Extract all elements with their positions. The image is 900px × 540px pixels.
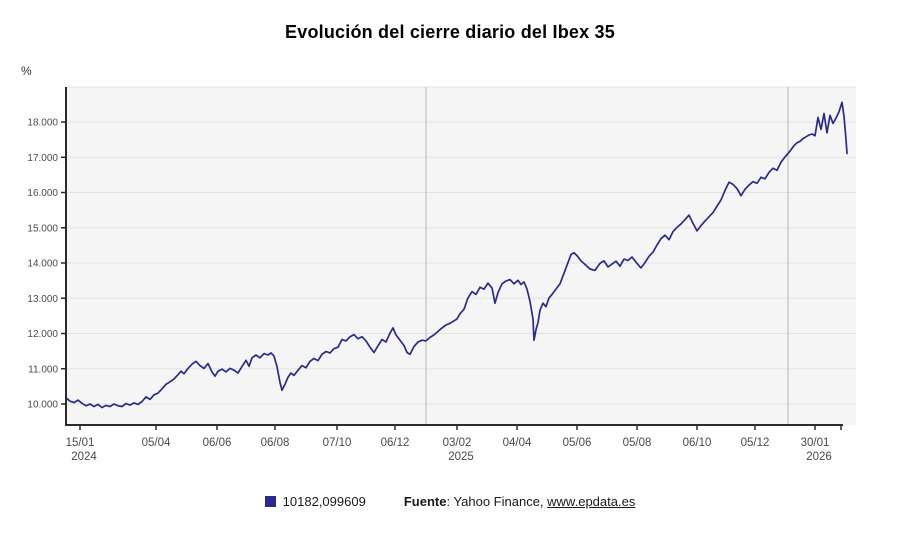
y-tick-label: 17.000 [27,153,58,164]
x-tick-year-label: 2025 [448,451,474,463]
x-tick-label: 05/08 [623,437,652,449]
y-tick-label: 15.000 [27,223,58,234]
y-tick-label: 16.000 [27,188,58,199]
legend-value: 10182,099609 [282,494,366,509]
x-tick-label: 06/12 [381,437,410,449]
x-tick-label: 06/06 [203,437,232,449]
chart-title: Evolución del cierre diario del Ibex 35 [285,22,615,42]
x-tick-label: 05/06 [563,437,592,449]
x-tick-label: 07/10 [323,437,352,449]
source-label: Fuente [403,494,447,509]
source-line: Fuente: Yahoo Finance, www.epdata.es [404,494,636,509]
y-tick-label: 11.000 [28,364,58,375]
y-tick-label: 10.000 [27,400,58,411]
y-tick-label: 18.000 [27,118,58,129]
x-tick-label: 04/04 [503,437,532,449]
y-tick-label: 12.000 [27,329,58,340]
x-tick-label: 06/08 [261,437,290,449]
x-tick-label: 30/01 [801,437,830,449]
y-tick-label: 14.000 [27,259,58,270]
source-link[interactable]: www.epdata.es [547,494,636,509]
x-tick-label: 03/02 [443,437,472,449]
line-chart-canvas: 10.000 11.000 12.000 13.000 14.000 15.000 16.0… [27,86,856,463]
x-tick-label: 15/01 [66,437,95,449]
legend-swatch-icon [264,496,276,507]
price-line [65,101,848,409]
y-axis-unit-label: % [21,64,32,78]
x-tick-label: 05/04 [142,437,171,449]
y-tick-label: 13.000 [27,294,58,305]
chart-footer: 10182,099609 Fuente: Yahoo Finance, www.… [0,494,900,509]
source-text: : Yahoo Finance, [446,494,548,509]
x-tick-label: 05/12 [741,437,770,449]
legend-item: 10182,099609 [264,494,366,509]
x-tick-label: 06/10 [683,437,712,449]
x-tick-year-label: 2024 [71,451,97,463]
x-tick-year-label: 2026 [806,451,832,463]
